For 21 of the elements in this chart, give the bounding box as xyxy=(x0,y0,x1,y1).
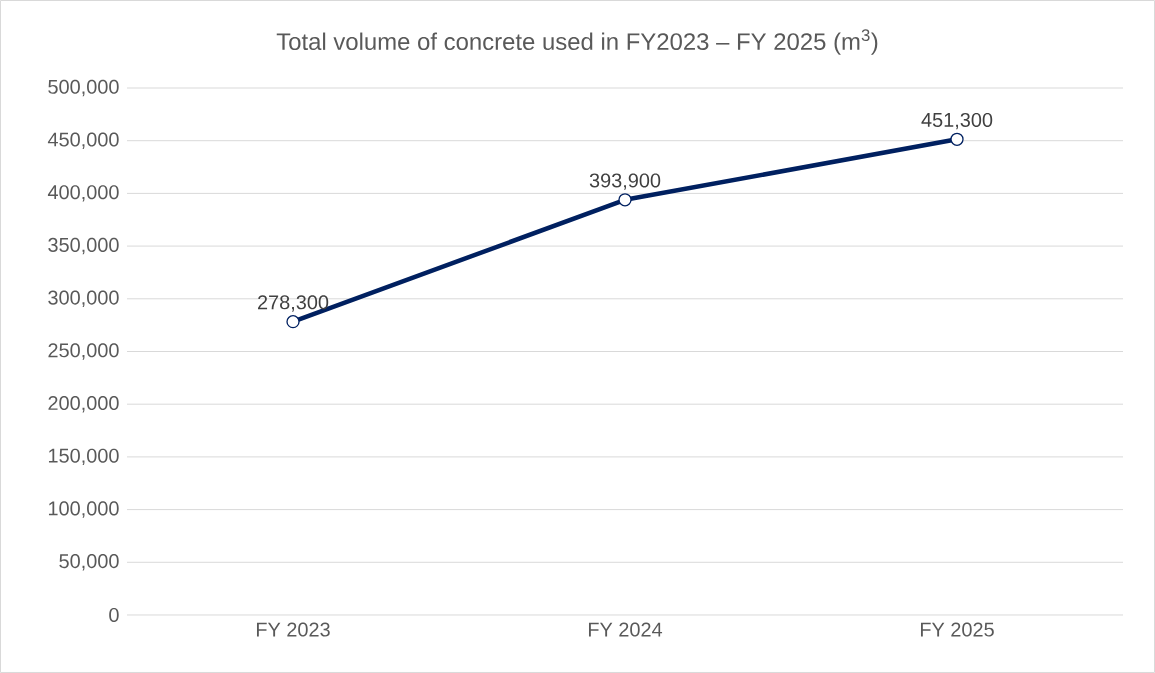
y-tick-label: 450,000 xyxy=(47,132,119,149)
data-label: 451,300 xyxy=(921,112,993,130)
x-tick-label: FY 2024 xyxy=(588,622,663,637)
y-tick-label: 500,000 xyxy=(48,79,119,97)
point xyxy=(950,132,964,146)
y-tick-label: 50,000 xyxy=(59,554,119,571)
data-label: 278,300 xyxy=(258,295,329,312)
y-tick-label: 100,000 xyxy=(48,501,119,518)
data-label: 393,900 xyxy=(589,173,661,190)
chart-title: Total volume of concrete used in FY2023 – FY 2025 (m$^{3}$) xyxy=(276,29,878,55)
point xyxy=(286,315,300,329)
y-tick-label: 150,000 xyxy=(48,448,119,466)
y-tick-label: 200,000 xyxy=(48,395,119,413)
y-tick-label: 250,000 xyxy=(48,343,119,360)
point xyxy=(618,193,632,207)
y-tick-label: 350,000 xyxy=(48,237,119,255)
x-tick-label: FY 2025 xyxy=(920,622,994,637)
y-tick-label: 400,000 xyxy=(47,185,119,202)
y-tick-label: 300,000 xyxy=(48,290,119,308)
y-tick-label: 0 xyxy=(109,607,119,623)
x-tick-label: FY 2023 xyxy=(256,622,330,637)
